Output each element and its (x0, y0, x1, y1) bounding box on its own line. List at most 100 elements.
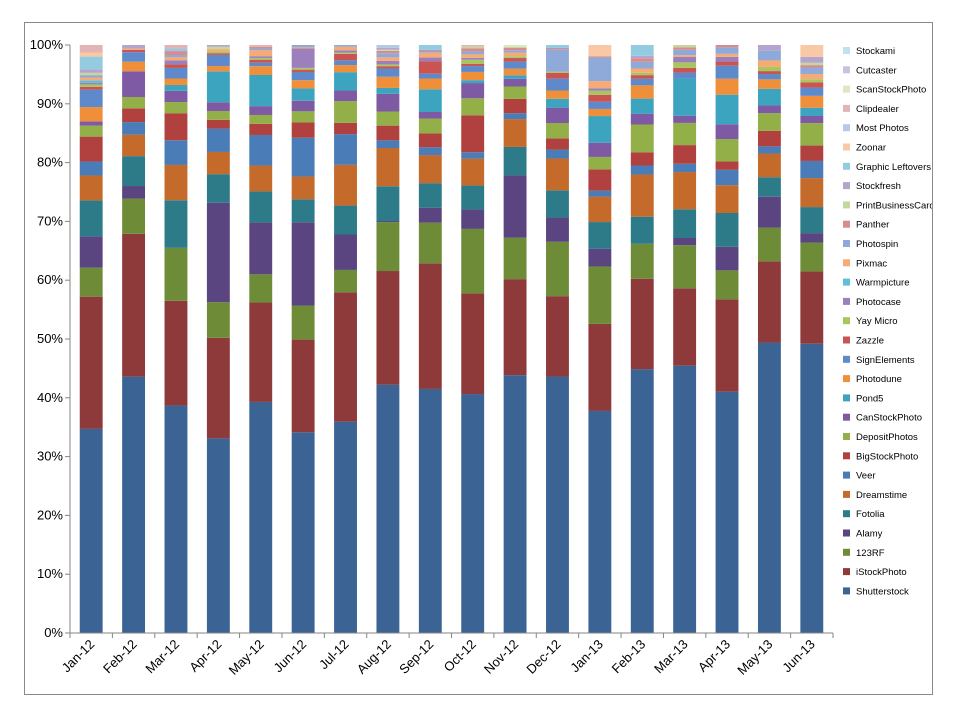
bar-segment-printbusinesscards (79, 72, 103, 76)
bar-segment-fotolia (418, 183, 442, 208)
legend-swatch (843, 490, 850, 498)
bar-segment-bigstockphoto (546, 138, 569, 150)
legend-item-clipdealer: Clipdealer (843, 104, 899, 115)
bar-segment-shutterstock (79, 428, 103, 633)
bar-may-12 (249, 45, 273, 633)
bar-segment-canstockphoto (503, 78, 527, 87)
bar-jul-12 (334, 45, 357, 633)
bar-segment-fotolia (249, 191, 273, 223)
bar-segment-istockphoto (800, 271, 824, 344)
x-tick-label: Oct-12 (441, 637, 479, 675)
bar-segment-pixmac (461, 54, 485, 58)
x-tick-label: Jan-12 (59, 637, 98, 676)
bar-jan-12 (79, 45, 103, 633)
bar-segment-shutterstock (630, 369, 654, 633)
bar-segment-istockphoto (334, 292, 357, 422)
bar-segment-yay-micro (291, 67, 315, 70)
bar-segment-zazzle (376, 66, 400, 69)
legend-swatch (843, 336, 850, 344)
legend-swatch (843, 529, 850, 537)
bar-segment-signelements (122, 52, 146, 62)
legend-swatch (843, 259, 850, 267)
bar-segment-canstockphoto (334, 90, 357, 102)
x-tick-label: Mar-12 (142, 637, 182, 677)
x-tick-label: Sep-12 (396, 637, 436, 677)
bar-sep-12 (418, 45, 442, 633)
bar-segment-veer (164, 140, 188, 165)
bar-segment-veer (249, 134, 273, 166)
bar-segment-alamy (588, 248, 612, 267)
bar-segment-veer (588, 190, 612, 197)
x-tick-label: Feb-12 (100, 637, 140, 677)
bar-segment-depositphotos (376, 111, 400, 126)
bar-segment-veer (79, 161, 103, 176)
bar-segment-alamy (546, 217, 569, 242)
bar-segment-canstockphoto (122, 71, 146, 97)
bar-segment-veer (418, 147, 442, 156)
bar-segment-shutterstock (376, 384, 400, 633)
bar-segment-dreamstime (461, 158, 485, 186)
bar-segment-depositphotos (418, 118, 442, 134)
bar-segment-canstockphoto (418, 111, 442, 119)
bar-segment-fotolia (164, 200, 188, 248)
bar-segment-photodune (291, 80, 315, 89)
legend-item-stockami: Stockami (843, 46, 895, 57)
legend-swatch (843, 548, 850, 556)
bar-segment-photocase (376, 60, 400, 65)
legend-label: PrintBusinessCards (856, 200, 932, 211)
legend-swatch (843, 278, 850, 286)
bar-segment-signelements (334, 60, 357, 66)
bar-segment-signelements (249, 62, 273, 67)
bar-segment-pond5 (334, 72, 357, 91)
bar-segment-photodune (461, 71, 485, 81)
legend-item-123rf: 123RF (843, 548, 885, 559)
bar-segment-canstockphoto (673, 115, 697, 123)
bar-segment-clipdealer (249, 45, 273, 47)
bar-segment-shutterstock (334, 421, 357, 633)
legend-label: Shutterstock (856, 586, 909, 597)
legend-swatch (843, 162, 850, 170)
legend-swatch (843, 220, 850, 228)
bar-segment-bigstockphoto (800, 145, 824, 161)
legend-item-fotolia: Fotolia (843, 509, 885, 520)
bar-segment-123rf (461, 228, 485, 294)
bar-segment-canstockphoto (79, 121, 103, 126)
bar-segment-photodune (334, 65, 357, 73)
bar-segment-canstockphoto (715, 124, 739, 140)
bar-segment-bigstockphoto (334, 122, 357, 135)
bar-jun-12 (291, 45, 315, 633)
bar-segment-photospin (503, 50, 527, 53)
legend-item-pond5: Pond5 (843, 393, 883, 404)
x-tick-label: Apr-13 (695, 637, 733, 675)
bar-segment-dreamstime (164, 164, 188, 201)
bar-segment-zazzle (715, 61, 739, 66)
bar-segment-photodune (800, 95, 824, 108)
y-tick-label: 0% (44, 625, 63, 640)
x-tick-label: Aug-12 (354, 637, 394, 677)
bar-nov-12 (503, 45, 527, 633)
bar-segment-photospin (800, 67, 824, 74)
bar-segment-photodune (122, 61, 146, 72)
bar-segment-alamy (334, 234, 357, 270)
bar-segment-printbusinesscards (461, 46, 485, 49)
bar-segment-photodune (206, 66, 230, 72)
legend-swatch (843, 240, 850, 247)
legend-item-canstockphoto: CanStockPhoto (843, 413, 922, 424)
bar-segment-alamy (800, 233, 824, 243)
legend-swatch (843, 452, 850, 460)
legend-swatch (843, 587, 850, 595)
bar-mar-13 (673, 45, 697, 633)
x-tick-label: Nov-12 (481, 637, 521, 677)
plot-area (79, 45, 824, 633)
bar-segment-photocase (588, 88, 612, 91)
bar-segment-zoonar (800, 45, 824, 57)
bar-segment-pixmac (715, 53, 739, 57)
bar-segment-shutterstock (122, 376, 146, 633)
bar-segment-zazzle (334, 53, 357, 61)
bar-segment-istockphoto (249, 302, 273, 402)
bar-segment-pixmac (206, 49, 230, 52)
legend-swatch (843, 182, 850, 190)
legend-item-cutcaster: Cutcaster (843, 65, 897, 76)
bar-segment-istockphoto (122, 233, 146, 377)
bar-segment-pixmac (630, 68, 654, 73)
